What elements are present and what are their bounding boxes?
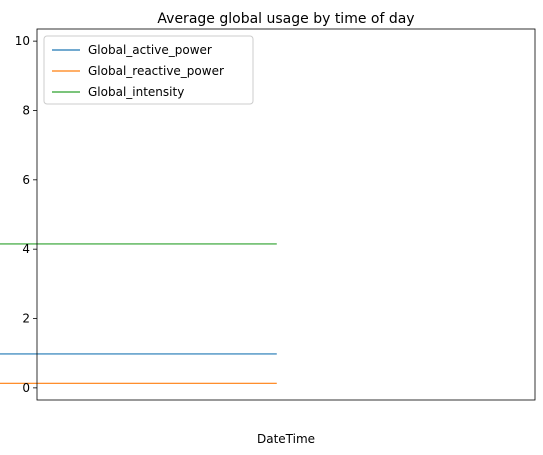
y-axis: 0 2 4 6 8 10 xyxy=(15,34,37,395)
x-axis-label: DateTime xyxy=(257,432,315,446)
legend-label: Global_intensity xyxy=(88,85,184,99)
y-tick-label: 0 xyxy=(22,381,30,395)
legend-box xyxy=(43,35,254,105)
legend: Global_active_power Global_reactive_power… xyxy=(43,35,254,105)
chart-title: Average global usage by time of day xyxy=(157,11,414,27)
y-tick-label: 10 xyxy=(15,34,30,48)
legend-label: Global_reactive_power xyxy=(88,64,224,78)
y-tick-label: 6 xyxy=(22,173,30,187)
plot-frame xyxy=(36,28,536,401)
y-tick-label: 8 xyxy=(22,103,30,117)
y-tick-label: 2 xyxy=(22,312,30,326)
y-tick-label: 4 xyxy=(22,242,30,256)
legend-label: Global_active_power xyxy=(88,43,212,57)
